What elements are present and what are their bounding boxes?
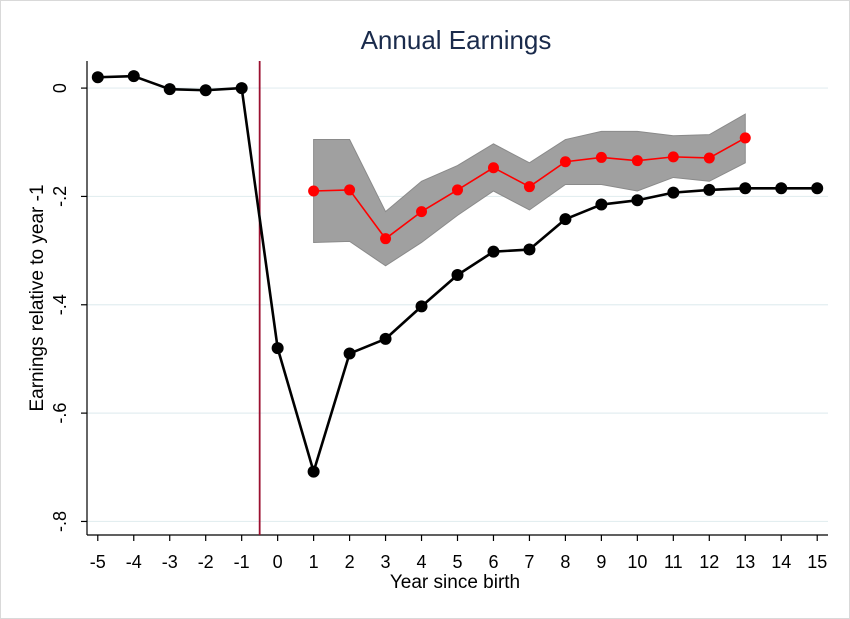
x-tick-label-15: 10 — [627, 552, 647, 572]
series-0-point-16 — [667, 186, 680, 199]
series-0-point-7 — [343, 347, 356, 360]
x-tick-label-16: 11 — [664, 552, 683, 572]
x-tick-label-10: 5 — [452, 552, 462, 572]
series-0-point-10 — [451, 268, 464, 281]
series-1-point-10 — [667, 151, 679, 163]
series-1-point-12 — [739, 132, 751, 144]
x-tick-label-1: -4 — [126, 552, 142, 572]
series-0-point-6 — [307, 465, 320, 478]
series-1-point-5 — [487, 162, 499, 174]
y-axis-label: Earnings relative to year -1 — [27, 184, 48, 411]
series-1-point-0 — [308, 185, 320, 197]
x-tick-label-12: 7 — [524, 552, 534, 572]
x-tick-label-18: 13 — [735, 552, 755, 572]
series-0-point-12 — [523, 243, 536, 256]
series-0-point-20 — [811, 182, 824, 195]
series-1-point-6 — [523, 181, 535, 193]
series-0-point-14 — [595, 198, 608, 211]
y-tick-label-1: -.2 — [50, 186, 70, 207]
series-0-point-0 — [91, 71, 104, 84]
x-tick-label-2: -3 — [162, 552, 178, 572]
x-tick-label-0: -5 — [90, 552, 106, 572]
series-0-point-1 — [127, 70, 140, 83]
series-0-point-5 — [271, 342, 284, 355]
x-tick-label-3: -2 — [198, 552, 214, 572]
y-tick-label-4: -.8 — [50, 511, 70, 532]
x-tick-label-11: 6 — [488, 552, 498, 572]
plot-layer: 0-.2-.4-.6-.8-5 -4 -3 -2 -1 0 1 2 3 4 5 6 7 8 9 10 11 12 1… — [50, 61, 828, 572]
series-0-point-9 — [415, 300, 428, 313]
x-axis-label: Year since birth — [390, 572, 520, 593]
series-1-point-11 — [703, 152, 715, 164]
series-0-point-13 — [559, 213, 572, 226]
y-tick-label-0: 0 — [50, 83, 70, 93]
x-tick-label-13: 8 — [560, 552, 570, 572]
series-0-point-2 — [163, 83, 176, 96]
x-tick-label-5: 0 — [273, 552, 283, 572]
x-tick-label-4: -1 — [234, 552, 250, 572]
series-1-point-7 — [559, 156, 571, 168]
x-tick-label-19: 14 — [771, 552, 791, 572]
y-tick-label-3: -.6 — [50, 403, 70, 424]
series-1-point-4 — [452, 184, 463, 196]
chart-title: Annual Earnings — [361, 25, 552, 55]
series-0-point-18 — [739, 182, 752, 195]
x-tick-label-7: 2 — [345, 552, 355, 572]
series-0-point-11 — [487, 245, 500, 258]
series-0-point-4 — [235, 82, 248, 95]
series-0-point-19 — [775, 182, 788, 195]
x-tick-label-14: 9 — [596, 552, 606, 572]
y-tick-label-2: -.4 — [50, 294, 70, 315]
series-1-point-8 — [595, 151, 607, 163]
x-tick-label-20: 15 — [807, 552, 827, 572]
series-1-point-2 — [380, 233, 392, 245]
series-0-point-15 — [631, 194, 644, 207]
series-0-point-8 — [379, 332, 392, 345]
series-1-point-9 — [631, 155, 643, 167]
x-tick-label-8: 3 — [381, 552, 391, 572]
series-1-point-1 — [344, 184, 356, 196]
series-1-point-3 — [416, 206, 428, 218]
series-0-point-17 — [703, 183, 716, 196]
x-tick-label-6: 1 — [309, 552, 319, 572]
x-tick-label-9: 4 — [417, 552, 427, 572]
x-tick-label-17: 12 — [699, 552, 719, 572]
series-0-point-3 — [199, 84, 212, 97]
